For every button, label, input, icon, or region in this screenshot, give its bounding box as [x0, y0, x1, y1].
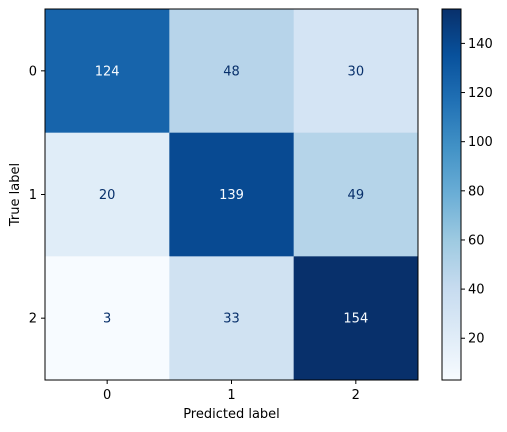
- colorbar-tick-label: 120: [468, 86, 493, 101]
- cell-value-label: 33: [223, 312, 240, 327]
- x-tick-label: 2: [352, 388, 360, 403]
- heatmap-cell: [45, 256, 170, 381]
- colorbar-tick-label: 20: [468, 332, 485, 347]
- y-tick-label: 2: [29, 312, 37, 327]
- colorbar-tick-label: 100: [468, 135, 493, 150]
- heatmap-cell: [169, 132, 295, 257]
- colorbar-tick-label: 80: [468, 184, 485, 199]
- heatmap-cell: [293, 132, 419, 257]
- y-tick-label: 0: [29, 64, 37, 79]
- cell-value-label: 49: [348, 188, 365, 203]
- colorbar-tick-label: 140: [468, 37, 493, 52]
- heatmap-cell: [45, 132, 170, 257]
- cell-value-label: 3: [103, 312, 111, 327]
- x-axis-ticks: 0 1 2: [103, 380, 360, 403]
- cell-value-label: 30: [348, 64, 365, 79]
- y-axis-ticks: 0 1 2: [29, 64, 45, 327]
- y-axis-label: True label: [8, 163, 23, 227]
- colorbar-ticks: 20 40 60 80 100 120 140: [461, 37, 493, 347]
- heatmap-cell: [293, 256, 419, 381]
- heatmap-cell: [169, 9, 295, 134]
- x-tick-label: 0: [103, 388, 111, 403]
- cell-value-label: 124: [95, 64, 120, 79]
- heatmap-cell: [169, 256, 295, 381]
- cell-value-label: 154: [343, 312, 368, 327]
- cell-value-label: 48: [223, 64, 240, 79]
- colorbar-tick-label: 60: [468, 233, 485, 248]
- colorbar: [441, 8, 462, 381]
- heatmap-cell: [293, 9, 419, 134]
- colorbar-tick-label: 40: [468, 283, 485, 298]
- heatmap-cell: [45, 9, 170, 134]
- cell-value-label: 20: [99, 188, 116, 203]
- y-tick-label: 1: [29, 188, 37, 203]
- cell-value-label: 139: [219, 188, 244, 203]
- x-axis-label: Predicted label: [183, 407, 280, 422]
- x-tick-label: 1: [227, 388, 235, 403]
